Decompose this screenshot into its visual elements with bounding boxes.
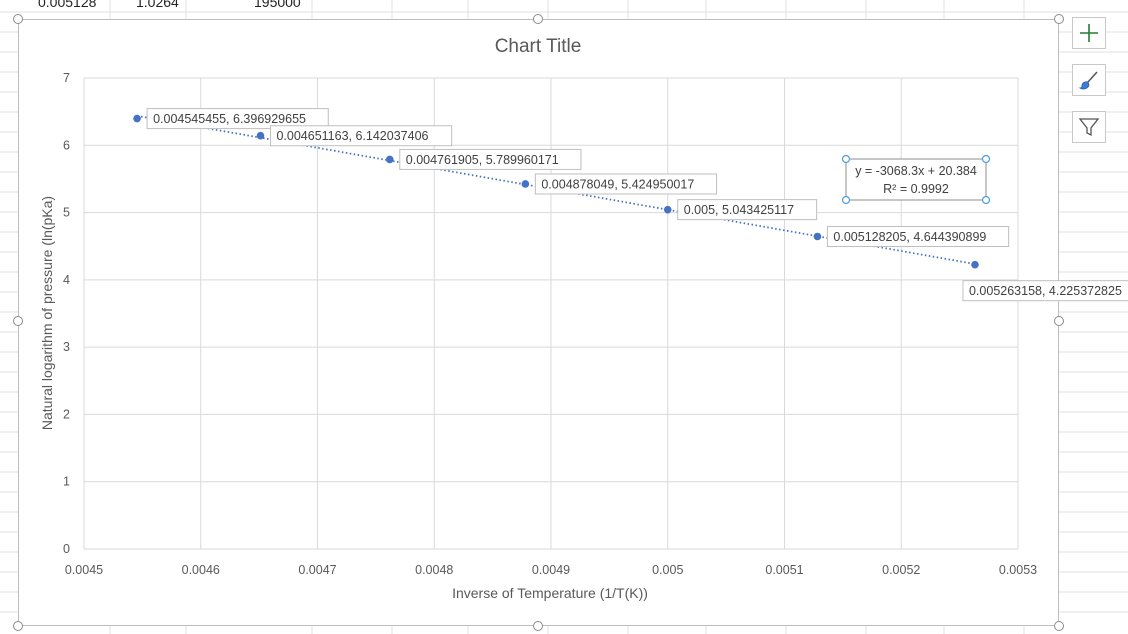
x-tick-label: 0.0053 bbox=[999, 563, 1037, 577]
chart-filters-button[interactable] bbox=[1072, 111, 1106, 143]
trendline-equation: y = -3068.3x + 20.384 bbox=[855, 164, 977, 178]
y-tick-label: 4 bbox=[63, 273, 70, 287]
x-tick-label: 0.0052 bbox=[882, 563, 920, 577]
data-label-box bbox=[269, 125, 453, 147]
x-tick-label: 0.0047 bbox=[298, 563, 336, 577]
data-point[interactable] bbox=[971, 260, 979, 269]
data-label-text: 0.005263158, 4.225372825 bbox=[969, 284, 1122, 298]
data-label[interactable]: 0.004545455, 6.396929655 bbox=[146, 108, 329, 130]
y-tick-label: 2 bbox=[63, 407, 70, 421]
data-label[interactable]: 0.005263158, 4.225372825 bbox=[962, 280, 1128, 302]
chart-resize-handle[interactable] bbox=[533, 14, 543, 24]
y-axis-title[interactable]: Natural logarithm of pressure (ln(pKa) bbox=[39, 196, 55, 430]
label-resize-handle[interactable] bbox=[841, 195, 851, 205]
data-label[interactable]: 0.005, 5.043425117 bbox=[677, 199, 818, 221]
data-label-box bbox=[399, 148, 582, 170]
y-tick-label: 5 bbox=[63, 206, 70, 220]
label-resize-handle[interactable] bbox=[981, 154, 991, 164]
x-axis-title[interactable]: Inverse of Temperature (1/T(K)) bbox=[452, 585, 648, 601]
data-label-box bbox=[962, 280, 1128, 302]
chart-resize-handle[interactable] bbox=[533, 621, 543, 631]
data-label-text: 0.005128205, 4.644390899 bbox=[833, 230, 986, 244]
x-tick-label: 0.0051 bbox=[765, 563, 803, 577]
gridlines bbox=[83, 77, 1019, 550]
data-labels: 0.004545455, 6.396929655 0.004651163, 6.1… bbox=[146, 108, 1128, 302]
data-label-text: 0.004651163, 6.142037406 bbox=[276, 129, 428, 143]
chart-resize-handle[interactable] bbox=[13, 14, 23, 24]
data-label[interactable]: 0.004761905, 5.789960171 bbox=[399, 148, 582, 170]
data-point[interactable] bbox=[663, 205, 672, 214]
data-label-box bbox=[677, 199, 818, 221]
chart-resize-handle[interactable] bbox=[1054, 621, 1064, 631]
x-tick-label: 0.005 bbox=[652, 563, 683, 577]
trendline-r-squared: R² = 0.9992 bbox=[883, 182, 949, 196]
data-label[interactable]: 0.004651163, 6.142037406 bbox=[269, 125, 453, 147]
data-point[interactable] bbox=[385, 155, 394, 164]
x-tick-label: 0.0046 bbox=[182, 563, 220, 577]
cell-pressure-value[interactable]: 195000 bbox=[254, 0, 301, 10]
label-resize-handle[interactable] bbox=[841, 154, 851, 164]
data-point[interactable] bbox=[133, 114, 141, 123]
data-label-text: 0.005, 5.043425117 bbox=[684, 203, 794, 217]
data-point[interactable] bbox=[521, 180, 530, 188]
chart-resize-handle[interactable] bbox=[1054, 316, 1064, 326]
chart-title[interactable]: Chart Title bbox=[495, 36, 582, 57]
axis-ticks: 0.0045 0.0046 0.0047 0.0048 0.0049 0.005 0.005… bbox=[63, 71, 1037, 577]
chart-elements-button[interactable] bbox=[1072, 17, 1106, 49]
chart-resize-handle[interactable] bbox=[13, 621, 23, 631]
cell-x-value[interactable]: 0.005128 bbox=[38, 0, 97, 10]
chart-resize-handle[interactable] bbox=[13, 316, 23, 326]
data-label-box bbox=[534, 173, 718, 195]
trendline-label[interactable]: y = -3068.3x + 20.384 R² = 0.9992 bbox=[841, 154, 991, 205]
y-tick-label: 0 bbox=[63, 542, 70, 556]
y-tick-label: 3 bbox=[63, 340, 70, 354]
data-label-text: 0.004545455, 6.396929655 bbox=[153, 112, 306, 126]
y-tick-label: 6 bbox=[63, 138, 70, 152]
data-label-box bbox=[146, 108, 329, 130]
plus-icon bbox=[1080, 24, 1098, 42]
data-label-box bbox=[826, 225, 1010, 247]
y-tick-label: 7 bbox=[63, 71, 70, 85]
data-label-text: 0.004761905, 5.789960171 bbox=[406, 153, 559, 167]
y-tick-label: 1 bbox=[63, 475, 70, 489]
brush-icon bbox=[1078, 71, 1098, 90]
data-points bbox=[133, 114, 979, 269]
cell-y-value[interactable]: 1.0264 bbox=[136, 0, 179, 10]
data-label-text: 0.004878049, 5.424950017 bbox=[541, 177, 694, 191]
label-resize-handle[interactable] bbox=[981, 195, 991, 205]
funnel-icon bbox=[1078, 118, 1100, 137]
chart-styles-button[interactable] bbox=[1072, 64, 1106, 96]
data-point[interactable] bbox=[813, 232, 822, 241]
x-tick-label: 0.0049 bbox=[532, 563, 570, 577]
x-tick-label: 0.0045 bbox=[65, 563, 103, 577]
data-point[interactable] bbox=[256, 131, 265, 140]
chart-resize-handle[interactable] bbox=[1054, 14, 1064, 24]
data-label[interactable]: 0.004878049, 5.424950017 bbox=[534, 173, 718, 195]
x-tick-label: 0.0048 bbox=[415, 563, 453, 577]
data-label[interactable]: 0.005128205, 4.644390899 bbox=[826, 225, 1010, 247]
